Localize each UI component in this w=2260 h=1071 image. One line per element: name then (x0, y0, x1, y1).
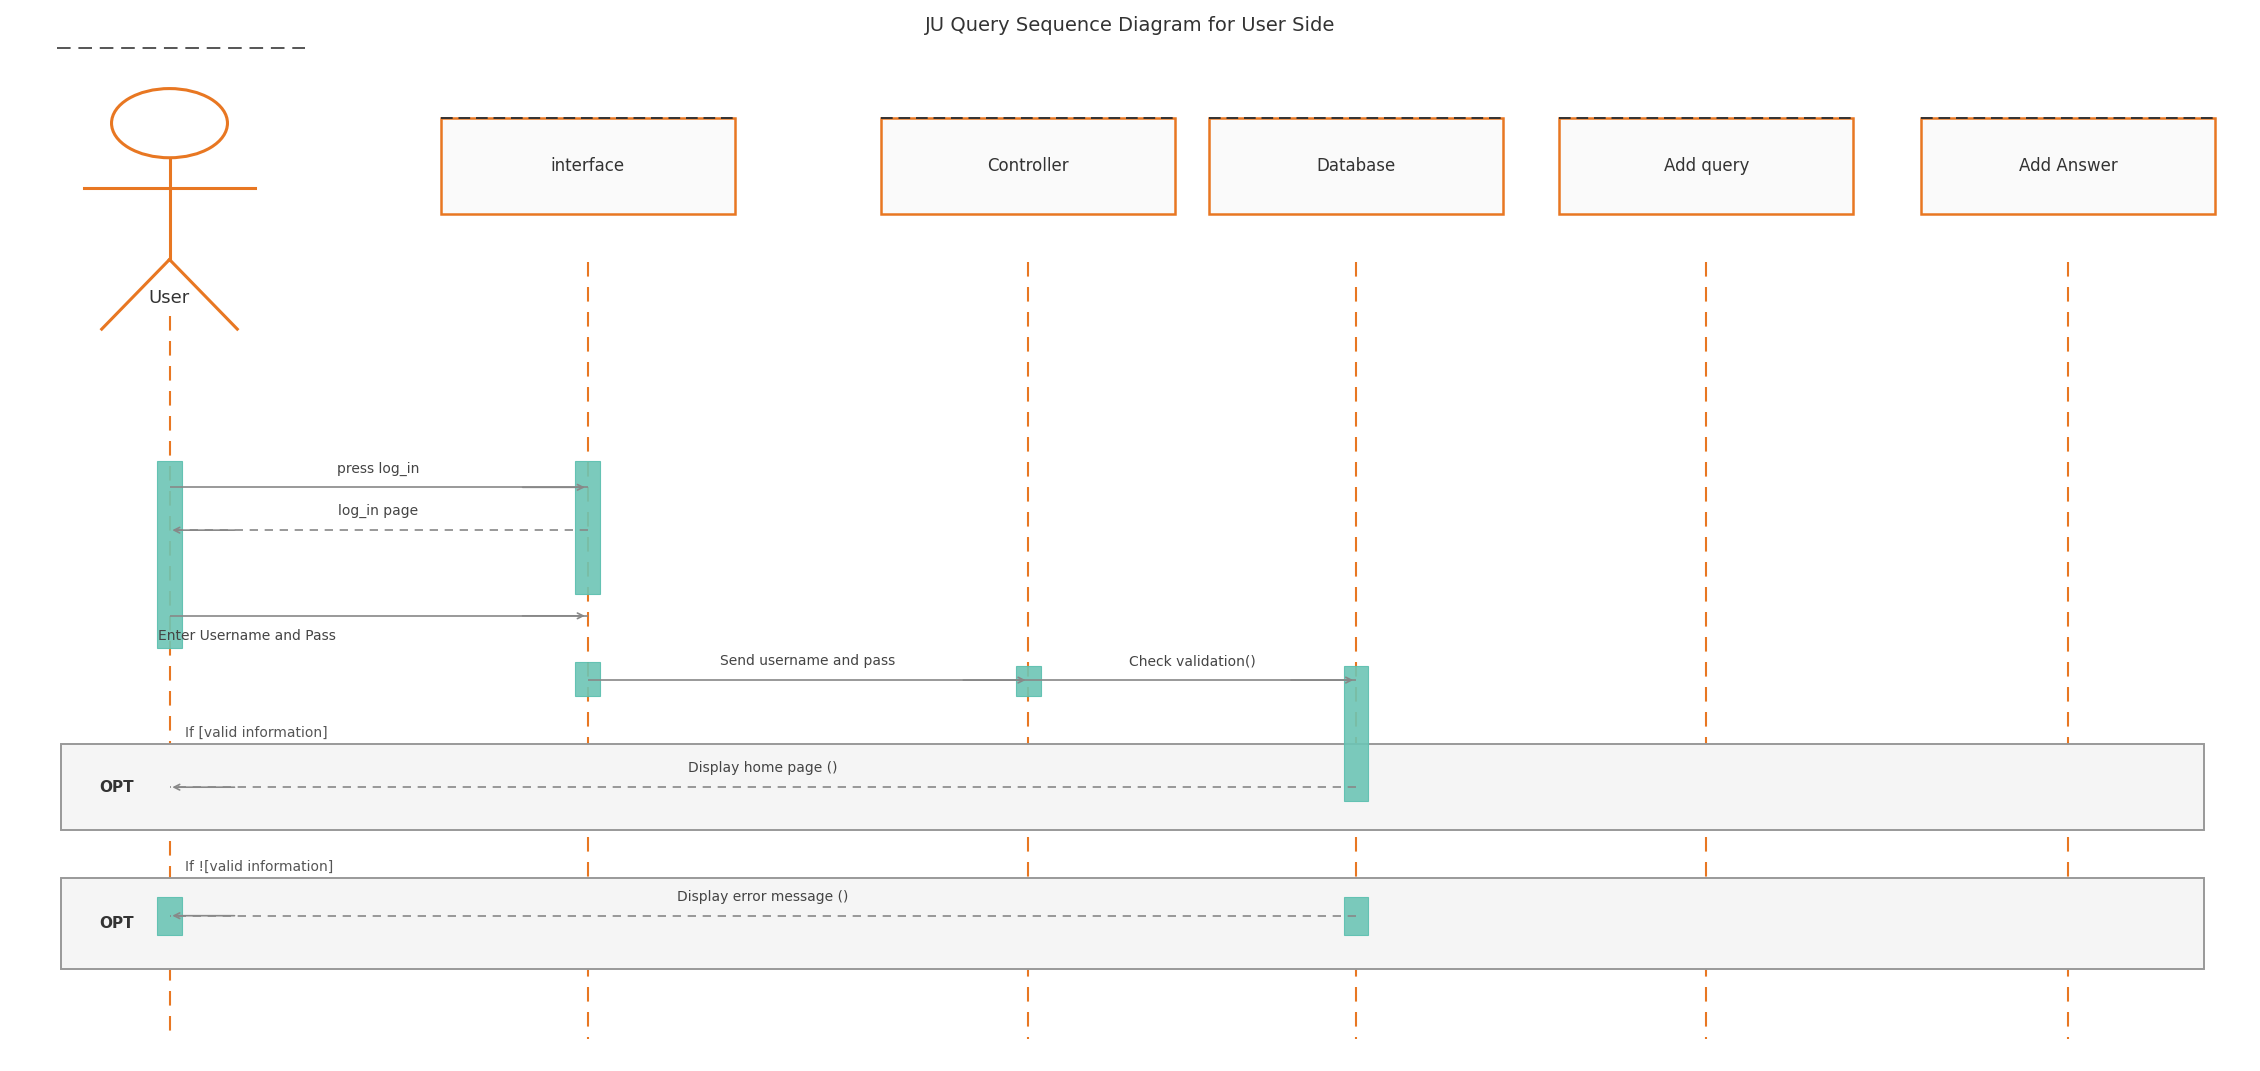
Text: If [valid information]: If [valid information] (185, 726, 328, 740)
Bar (156, 461, 181, 648)
Text: JU Query Sequence Diagram for User Side: JU Query Sequence Diagram for User Side (924, 16, 1336, 35)
Text: Display error message (): Display error message () (678, 890, 848, 904)
Text: Add Answer: Add Answer (2018, 157, 2118, 175)
Bar (441, 118, 734, 214)
Text: log_in page: log_in page (339, 504, 418, 518)
Text: If ![valid information]: If ![valid information] (185, 860, 334, 874)
Text: Check validation(): Check validation() (1128, 654, 1257, 668)
Text: Display home page (): Display home page () (687, 761, 838, 775)
Bar (574, 662, 599, 696)
Text: User: User (149, 289, 190, 307)
Bar (1559, 118, 1853, 214)
Bar (156, 897, 181, 935)
Text: Add query: Add query (1663, 157, 1749, 175)
Text: OPT: OPT (99, 916, 133, 932)
Bar (1342, 897, 1370, 935)
Bar (61, 744, 2204, 830)
Bar (1209, 118, 1503, 214)
Text: Controller: Controller (988, 157, 1069, 175)
Bar (61, 878, 2204, 969)
Text: Send username and pass: Send username and pass (721, 654, 895, 668)
Bar (1342, 666, 1370, 801)
Bar (1921, 118, 2215, 214)
Text: press log_in: press log_in (337, 462, 420, 476)
Bar (1017, 666, 1040, 696)
Text: Enter Username and Pass: Enter Username and Pass (158, 629, 337, 643)
Text: Database: Database (1315, 157, 1397, 175)
Bar (881, 118, 1175, 214)
Bar (574, 461, 599, 594)
Text: OPT: OPT (99, 780, 133, 795)
Text: interface: interface (551, 157, 624, 175)
